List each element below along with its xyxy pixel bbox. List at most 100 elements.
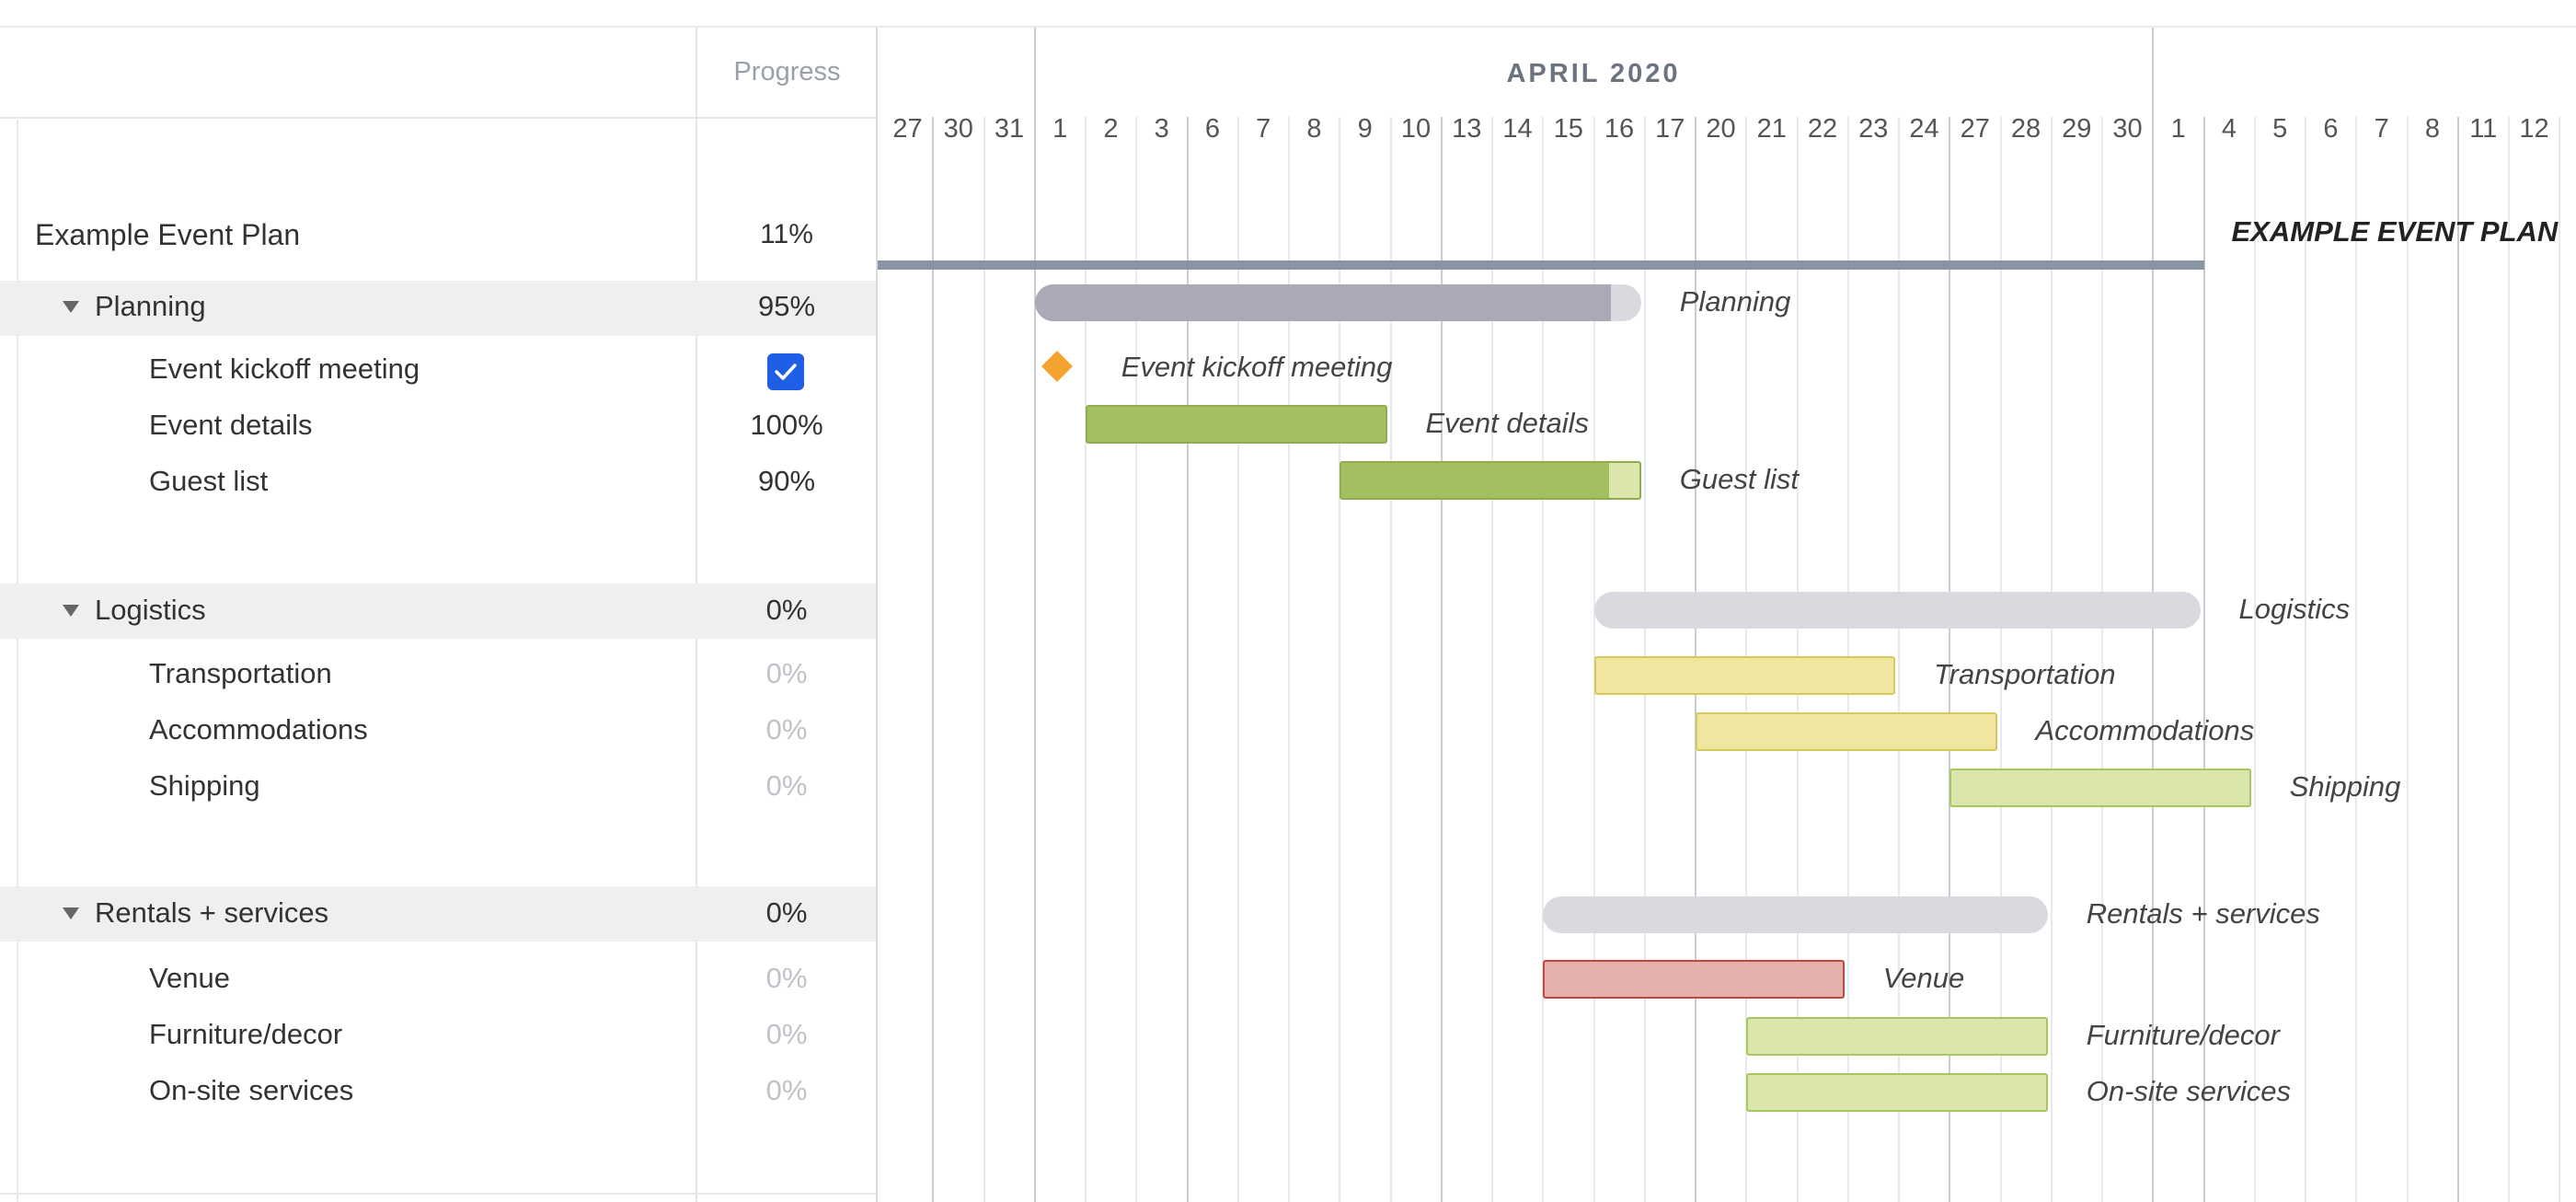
group-progress-rentals-services: 0% <box>765 896 808 929</box>
gridline <box>1542 117 1545 1202</box>
day-label: 7 <box>2374 114 2389 144</box>
top-border <box>0 26 2576 28</box>
task-progress-furniture-decor: 0% <box>765 1018 808 1050</box>
task-name-transportation[interactable]: Transportation <box>149 657 332 689</box>
gantt-bar-accommodations[interactable] <box>1696 712 1997 751</box>
group-name-planning[interactable]: Planning <box>95 290 206 322</box>
gantt-bar-rentals-services[interactable] <box>1543 896 2048 933</box>
gridline <box>1949 117 1951 1202</box>
bar-label-furniture-decor: Furniture/decor <box>2086 1019 2280 1051</box>
group-row-planning[interactable] <box>0 281 876 336</box>
project-chart-label: EXAMPLE EVENT PLAN <box>2231 215 2559 248</box>
gridline <box>2050 117 2053 1202</box>
collapse-triangle-icon[interactable] <box>63 907 79 919</box>
day-label: 20 <box>1706 114 1736 144</box>
day-label: 29 <box>2062 114 2092 144</box>
task-name-accommodations[interactable]: Accommodations <box>149 713 368 745</box>
task-name-venue[interactable]: Venue <box>149 962 230 994</box>
task-progress-guest-list: 90% <box>757 465 816 497</box>
gridline <box>1440 117 1443 1202</box>
gantt-bar-furniture-decor[interactable] <box>1746 1017 2048 1056</box>
bar-label-accommodations: Accommodations <box>2035 714 2255 746</box>
month-header: APRIL 2020 <box>1506 59 1681 88</box>
gantt-bar-logistics[interactable] <box>1593 592 2201 629</box>
gridline <box>1339 117 1341 1202</box>
gridline <box>2559 117 2561 1202</box>
collapse-triangle-icon[interactable] <box>63 605 79 617</box>
day-label: 1 <box>2170 114 2186 144</box>
bar-label-logistics: Logistics <box>2238 593 2351 625</box>
day-label: 31 <box>994 114 1025 144</box>
day-label: 30 <box>943 114 973 144</box>
day-label: 24 <box>1909 114 1939 144</box>
bar-label-event-kickoff-meeting: Event kickoff meeting <box>1121 351 1393 383</box>
bar-label-event-details: Event details <box>1425 407 1590 439</box>
progress-column-header[interactable]: Progress <box>733 57 841 87</box>
gridline <box>1389 117 1392 1202</box>
day-label: 30 <box>2112 114 2143 144</box>
project-name[interactable]: Example Event Plan <box>35 218 301 251</box>
gridline <box>1999 117 2002 1202</box>
group-row-rentals-services[interactable] <box>0 886 876 942</box>
gridline <box>1033 28 1036 1202</box>
day-label: 23 <box>1858 114 1889 144</box>
day-label: 12 <box>2519 114 2549 144</box>
bar-label-on-site-services: On-site services <box>2086 1075 2291 1107</box>
task-done-checkbox[interactable] <box>767 353 804 390</box>
gantt-bar-shipping[interactable] <box>1949 769 2251 807</box>
task-name-event-details[interactable]: Event details <box>149 409 313 441</box>
gridline <box>2456 117 2459 1202</box>
day-label: 9 <box>1357 114 1373 144</box>
task-progress-shipping: 0% <box>765 769 808 802</box>
day-label: 22 <box>1807 114 1838 144</box>
milestone-diamond-event-kickoff-meeting[interactable] <box>1041 351 1073 382</box>
bar-label-transportation: Transportation <box>1934 658 2116 690</box>
group-progress-planning: 95% <box>757 290 816 322</box>
task-name-furniture-decor[interactable]: Furniture/decor <box>149 1018 343 1050</box>
group-name-logistics[interactable]: Logistics <box>95 594 206 626</box>
day-label: 17 <box>1655 114 1685 144</box>
gantt-bar-venue[interactable] <box>1543 960 1845 999</box>
day-label: 7 <box>1256 114 1271 144</box>
gridline <box>932 117 935 1202</box>
task-name-event-kickoff-meeting[interactable]: Event kickoff meeting <box>149 353 420 385</box>
bar-label-venue: Venue <box>1882 962 1965 994</box>
gridline <box>2355 117 2358 1202</box>
day-label: 28 <box>2010 114 2041 144</box>
progress-fill <box>1034 284 1611 321</box>
task-name-on-site-services[interactable]: On-site services <box>149 1074 354 1106</box>
gantt-bar-on-site-services[interactable] <box>1746 1073 2048 1112</box>
group-name-rentals-services[interactable]: Rentals + services <box>95 896 329 929</box>
gantt-bar-transportation[interactable] <box>1593 656 1895 695</box>
grid-chart-divider[interactable] <box>876 28 878 1202</box>
task-name-guest-list[interactable]: Guest list <box>149 465 269 497</box>
day-label: 8 <box>1306 114 1322 144</box>
progress-fill <box>1341 463 1610 498</box>
day-label: 5 <box>2272 114 2288 144</box>
task-progress-venue: 0% <box>765 962 808 994</box>
gridline <box>1288 117 1290 1202</box>
project-progress: 11% <box>760 219 813 249</box>
task-progress-transportation: 0% <box>765 657 808 689</box>
gridline <box>983 117 985 1202</box>
day-label: 27 <box>1960 114 1990 144</box>
day-label: 8 <box>2424 114 2441 144</box>
gantt-bar-guest-list[interactable] <box>1340 461 1641 500</box>
day-label: 27 <box>892 114 923 144</box>
project-summary-bar[interactable] <box>878 260 2204 270</box>
bar-label-shipping: Shipping <box>2289 770 2401 803</box>
bar-label-planning: Planning <box>1679 285 1791 318</box>
gridline <box>2101 117 2103 1202</box>
task-name-shipping[interactable]: Shipping <box>149 769 260 802</box>
day-label: 21 <box>1756 114 1787 144</box>
gantt-bar-event-details[interactable] <box>1086 405 1387 444</box>
collapse-triangle-icon[interactable] <box>63 301 79 313</box>
group-row-logistics[interactable] <box>0 584 876 639</box>
grid-bottom-border <box>0 1193 876 1195</box>
day-label: 16 <box>1604 114 1635 144</box>
gridline <box>1085 117 1087 1202</box>
day-label: 3 <box>1154 114 1169 144</box>
gantt-bar-planning[interactable] <box>1034 284 1641 321</box>
checkmark-icon <box>775 364 797 380</box>
